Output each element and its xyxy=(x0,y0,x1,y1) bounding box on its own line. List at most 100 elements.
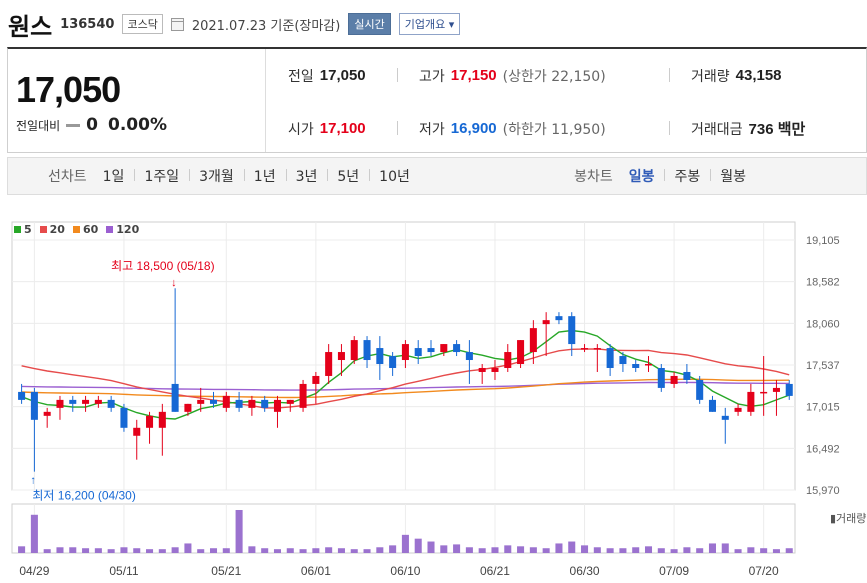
low-cell: 저가 16,900 (하한가 11,950) xyxy=(397,102,669,155)
volume-bar xyxy=(644,546,653,553)
x-tick-label: 05/21 xyxy=(211,564,241,578)
volume-bar xyxy=(453,544,461,553)
legend-label: 60 xyxy=(82,223,99,236)
period-1d[interactable]: 1일 xyxy=(102,169,125,185)
legend-ma5: 5 xyxy=(14,223,32,236)
candle-body xyxy=(760,391,768,394)
volume-label: 거래량 xyxy=(691,68,730,85)
volume-bar xyxy=(721,543,729,553)
lower-limit-label: (하한가 xyxy=(502,121,547,138)
volume-bar xyxy=(504,545,512,553)
prev-close-cell: 전일 17,050 xyxy=(266,49,397,102)
candle-body xyxy=(657,367,665,388)
volume-bar xyxy=(581,545,589,553)
y-tick-label: 19,105 xyxy=(806,235,840,247)
x-tick-label: 05/11 xyxy=(109,564,138,578)
candle-body xyxy=(389,356,397,368)
candle-body xyxy=(785,383,793,396)
line-chart-label: 선차트 xyxy=(48,169,87,185)
volume-bar xyxy=(184,543,192,553)
change-value: 0 xyxy=(86,115,99,135)
volume-bar xyxy=(593,547,601,553)
legend-label: 120 xyxy=(116,223,140,236)
candle-body xyxy=(69,399,77,404)
volume-bar xyxy=(107,549,115,553)
candle-body xyxy=(670,375,678,384)
volume-bar xyxy=(555,543,563,553)
candle-body xyxy=(772,387,780,392)
current-price-block: 17,050 전일대비 0 0.00% xyxy=(8,49,266,152)
volume-bar xyxy=(82,548,90,553)
volume-bar xyxy=(120,547,128,553)
volume-bar xyxy=(734,549,742,553)
candle-body xyxy=(504,352,512,368)
x-tick-label: 04/29 xyxy=(19,564,49,578)
low-annotation: 최저 16,200 (04/30) xyxy=(32,489,135,503)
candle-body xyxy=(120,407,128,428)
period-3m[interactable]: 3개월 xyxy=(189,166,244,186)
volume-bar xyxy=(747,547,755,553)
candle-monthly[interactable]: 월봉 xyxy=(710,166,756,186)
candle-body xyxy=(171,383,179,412)
volume-bar xyxy=(312,548,320,553)
y-tick-label: 17,015 xyxy=(806,402,840,414)
open-label: 시가 xyxy=(288,121,314,138)
price-chart[interactable]: 19,105 18,582 18,060 17,537 17,015 16,492 15,9… xyxy=(0,210,867,583)
company-overview-button[interactable]: 기업개요 ▾ xyxy=(398,13,461,35)
volume-bar xyxy=(273,549,281,553)
volume-bar xyxy=(197,549,205,553)
volume-bar xyxy=(248,546,256,553)
volume-bar xyxy=(363,549,371,553)
candle-body xyxy=(286,399,294,404)
candle-daily[interactable]: 일봉 xyxy=(628,169,655,185)
market-badge: 코스닥 xyxy=(122,14,163,34)
volume-bar xyxy=(286,548,294,553)
low-value: 16,900 xyxy=(450,120,497,137)
volume-bar xyxy=(772,549,780,553)
period-3y[interactable]: 3년 xyxy=(285,166,328,186)
volume-bar xyxy=(517,546,525,553)
candle-body xyxy=(465,352,473,361)
quote-panel: 17,050 전일대비 0 0.00% 전일 17,050 고가 17,150 … xyxy=(7,47,867,153)
period-10y[interactable]: 10년 xyxy=(369,166,420,186)
calendar-icon xyxy=(170,17,184,31)
volume-bar xyxy=(69,547,77,553)
y-tick-label: 18,582 xyxy=(806,277,840,289)
volume-bar xyxy=(401,534,409,553)
stock-header: 원스 136540 코스닥 2021.07.23 기준(장마감) 실시간 기업개… xyxy=(8,8,461,41)
candle-body xyxy=(43,411,51,416)
high-cell: 고가 17,150 (상한가 22,150) xyxy=(397,49,669,102)
low-label: 저가 xyxy=(419,121,445,138)
period-1y[interactable]: 1년 xyxy=(243,166,286,186)
low-arrow-icon: ↑ xyxy=(30,475,36,487)
candle-body xyxy=(337,352,345,361)
volume-bar xyxy=(414,538,422,553)
candle-body xyxy=(401,344,409,361)
legend-label: 5 xyxy=(24,223,32,236)
period-1w[interactable]: 1주일 xyxy=(134,166,189,186)
realtime-button[interactable]: 실시간 xyxy=(348,13,391,35)
volume-bar xyxy=(568,541,576,553)
period-5y[interactable]: 5년 xyxy=(327,166,369,186)
candle-body xyxy=(721,415,729,420)
volume-bar xyxy=(670,549,678,553)
high-arrow-icon: ↓ xyxy=(171,277,177,289)
candle-body xyxy=(146,415,154,428)
candle-body xyxy=(350,340,358,361)
flat-icon xyxy=(66,123,81,127)
volume-bar xyxy=(491,547,499,553)
candle-body xyxy=(644,364,653,366)
volume-bar xyxy=(440,545,448,553)
base-date: 2021.07.23 기준(장마감) xyxy=(191,18,341,34)
legend-swatch xyxy=(39,226,47,233)
open-value: 17,100 xyxy=(319,120,366,137)
volume-bar xyxy=(683,547,691,553)
amount-value: 736 백만 xyxy=(748,121,806,138)
candle-body xyxy=(30,391,38,420)
candle-body xyxy=(363,340,371,361)
high-value: 17,150 xyxy=(450,67,497,84)
candle-body xyxy=(453,344,461,353)
candle-body xyxy=(542,320,550,325)
candle-body xyxy=(299,383,307,408)
candle-weekly[interactable]: 주봉 xyxy=(664,166,710,186)
